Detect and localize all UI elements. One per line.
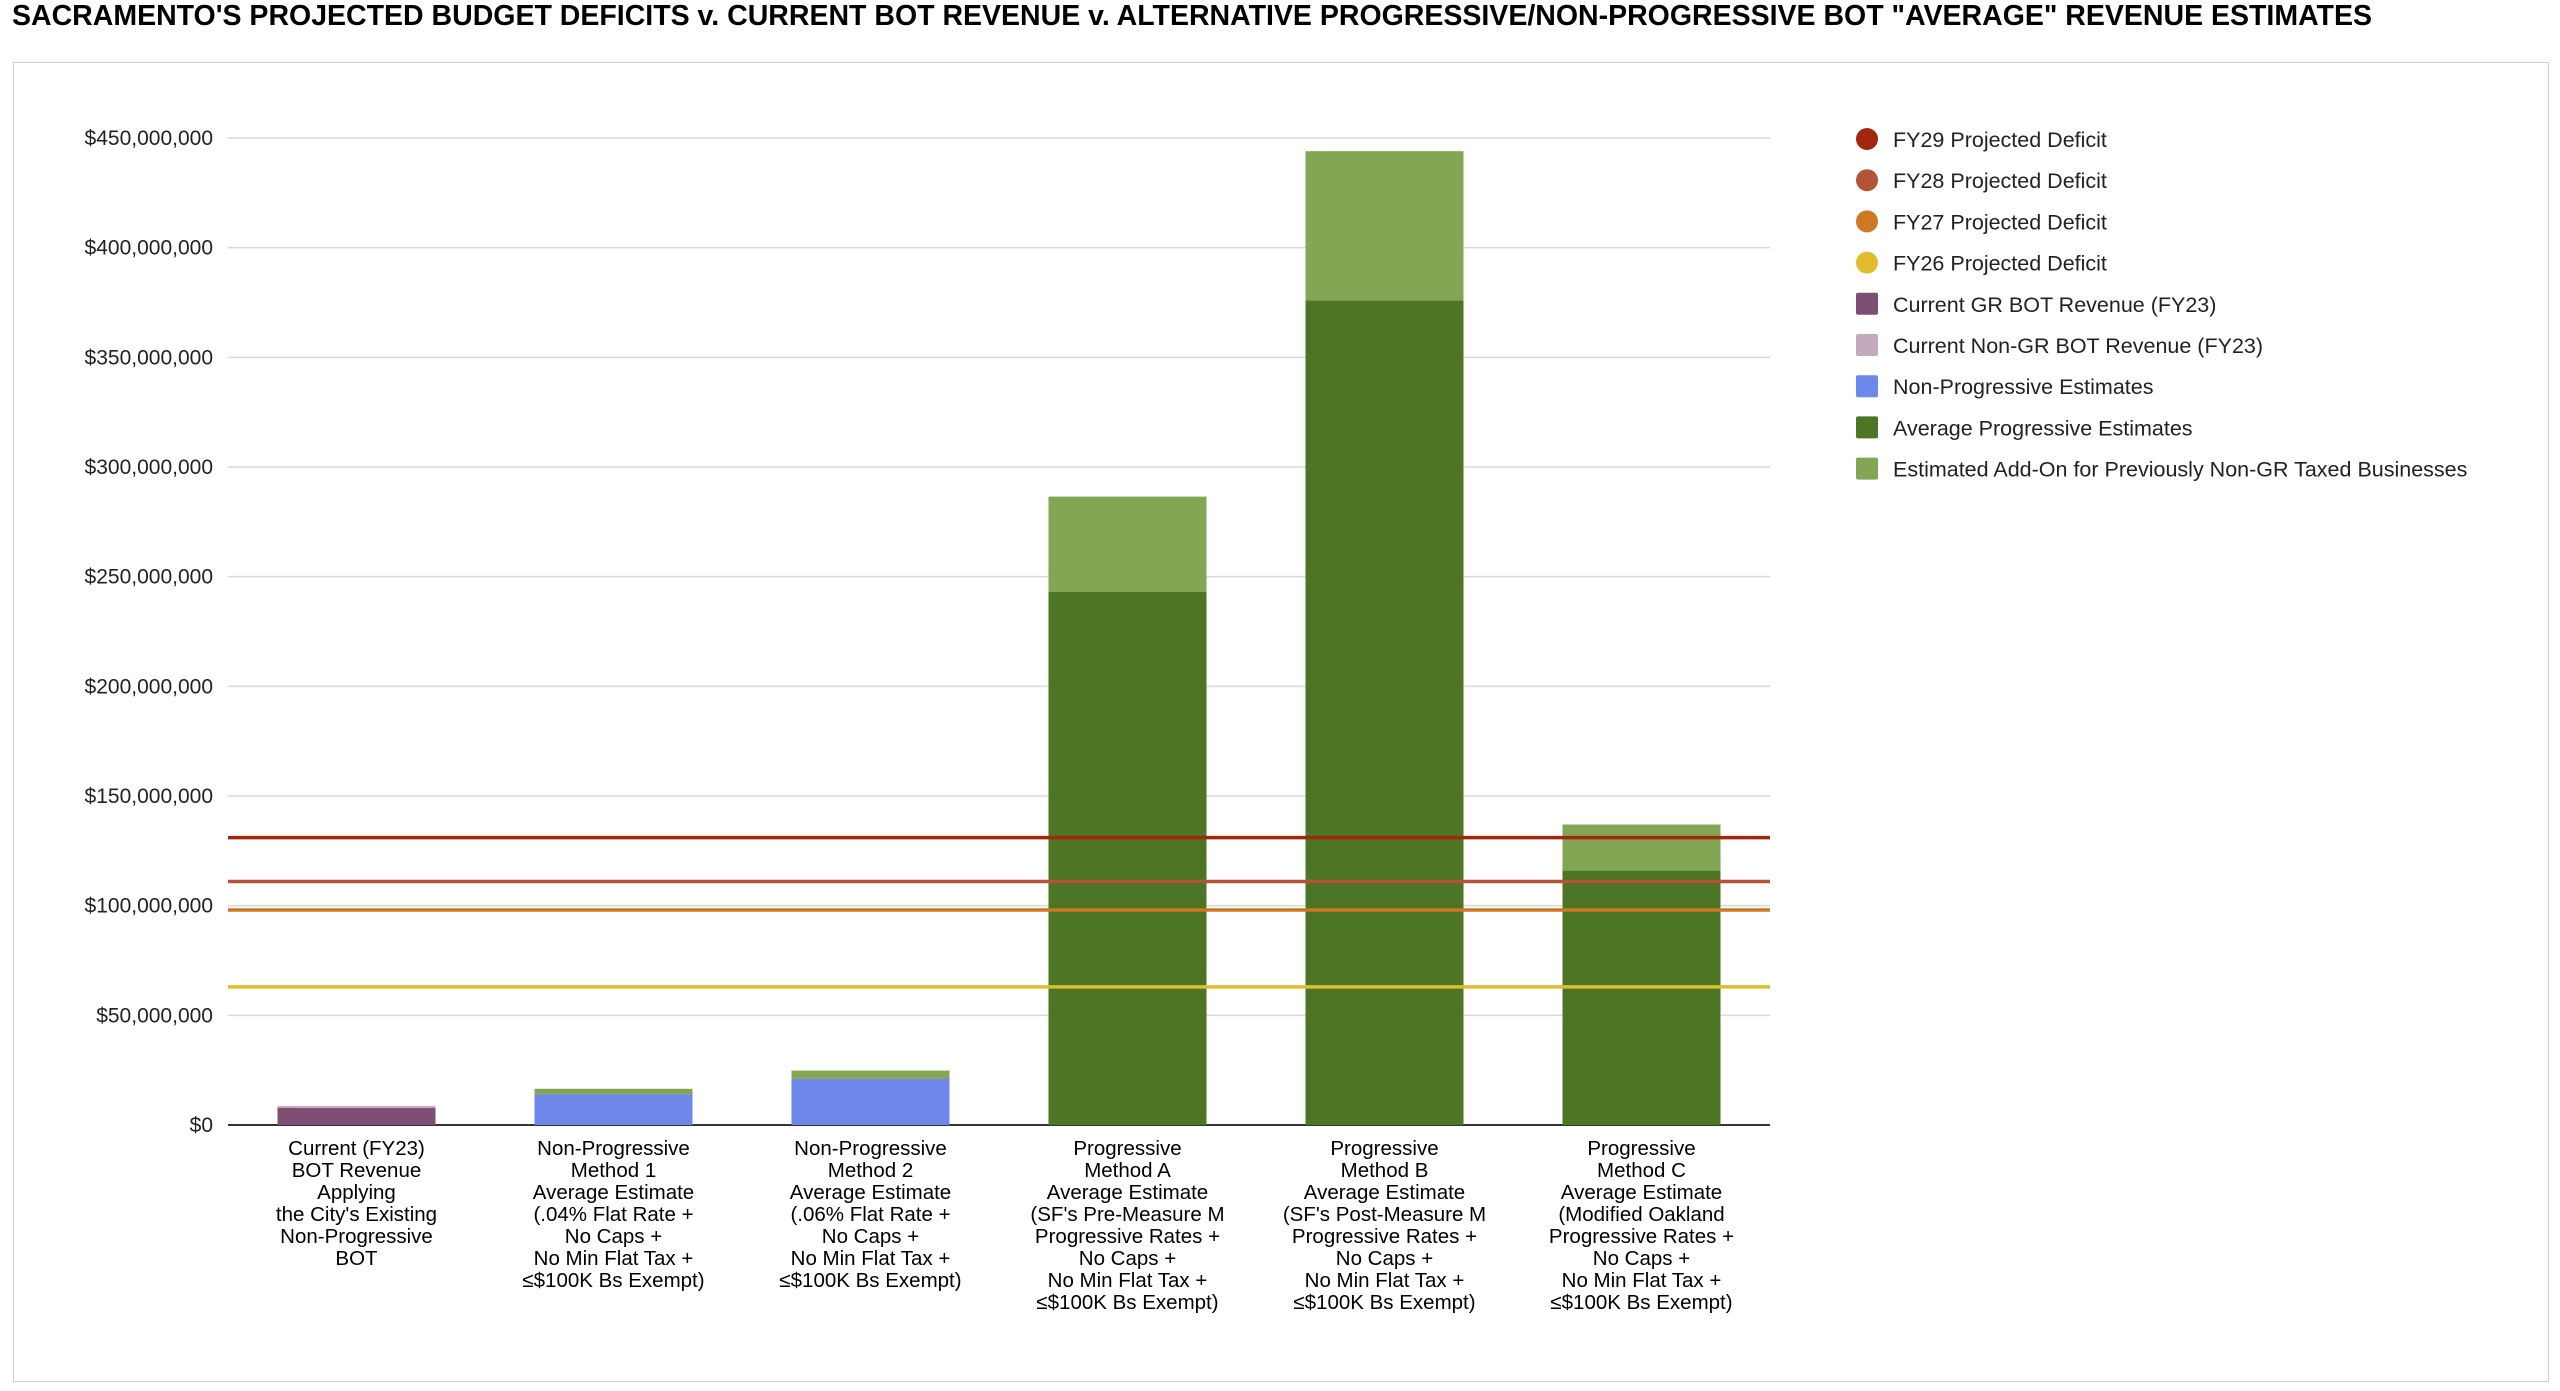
x-tick-label: Non-Progressive Method 2 Average Estimate(… [779, 1137, 961, 1292]
bar-segment [534, 1088, 693, 1095]
y-tick-label: $400,000,000 [85, 237, 213, 260]
legend-label: Average Progressive Estimates [1893, 416, 2193, 440]
page-title: SACRAMENTO'S PROJECTED BUDGET DEFICITS v… [12, 0, 2372, 32]
bar-segment [1562, 824, 1721, 871]
x-axis-tick-labels: Current (FY23) BOT Revenue Applying the Cit… [276, 1137, 1734, 1314]
y-tick-label: $350,000,000 [85, 346, 213, 369]
legend-marker [1856, 375, 1878, 398]
legend-label: FY27 Projected Deficit [1893, 210, 2107, 234]
bar-segment [277, 1107, 436, 1125]
x-tick-label: Progressive Method B Average Estimate (SF's… [1283, 1137, 1486, 1314]
legend-label: Non-Progressive Estimates [1893, 375, 2153, 399]
y-tick-label: $0 [190, 1114, 213, 1137]
x-tick-label: Progressive Method A Average Estimate (SF's… [1030, 1137, 1224, 1314]
legend-marker [1856, 169, 1878, 192]
legend-label: FY28 Projected Deficit [1893, 169, 2107, 193]
legend-marker [1856, 128, 1878, 150]
legend-marker [1856, 457, 1878, 480]
y-tick-label: $150,000,000 [85, 785, 213, 808]
legend-marker [1856, 292, 1878, 315]
gridlines [228, 137, 1770, 1126]
bar-segment [791, 1078, 950, 1125]
bar-segment [791, 1070, 950, 1079]
y-axis-tick-labels: $0 $50,000,000 $100,000,000 $150,000,000 $20… [85, 127, 213, 1137]
legend-label: FY29 Projected Deficit [1893, 128, 2107, 152]
x-tick-label: Non-Progressive Method 1 Average Estimate(… [522, 1137, 704, 1292]
bar-segment [277, 1105, 436, 1108]
legend-label: FY26 Projected Deficit [1893, 252, 2107, 276]
y-tick-label: $50,000,000 [96, 1004, 213, 1027]
y-tick-label: $100,000,000 [85, 895, 213, 918]
legend-label: Current GR BOT Revenue (FY23) [1893, 293, 2216, 317]
bar-segment [1562, 870, 1721, 1125]
legend-label: Current Non-GR BOT Revenue (FY23) [1893, 334, 2263, 358]
legend: FY29 Projected Deficit FY28 Projected Def… [1856, 128, 2467, 482]
x-tick-label: Current (FY23) BOT Revenue Applying the Cit… [276, 1137, 437, 1270]
legend-marker [1856, 416, 1878, 439]
chart-frame [13, 62, 2549, 1382]
x-tick-label: Progressive Method C Average Estimate (Modi… [1549, 1137, 1734, 1314]
y-tick-label: $200,000,000 [85, 675, 213, 698]
y-tick-label: $450,000,000 [85, 127, 213, 150]
deficit-lines [228, 835, 1770, 989]
legend-label: Estimated Add-On for Previously Non-GR T… [1893, 458, 2467, 482]
bar-segment [1048, 592, 1207, 1125]
bars [277, 151, 1721, 1126]
y-tick-label: $300,000,000 [85, 456, 213, 479]
bar-segment [1305, 151, 1464, 301]
bar-segment [1305, 300, 1464, 1126]
legend-marker [1856, 251, 1878, 274]
legend-marker [1856, 210, 1878, 233]
bar-segment [534, 1094, 693, 1125]
bar-segment [1048, 496, 1207, 593]
y-tick-label: $250,000,000 [85, 566, 213, 589]
legend-marker [1856, 334, 1878, 356]
